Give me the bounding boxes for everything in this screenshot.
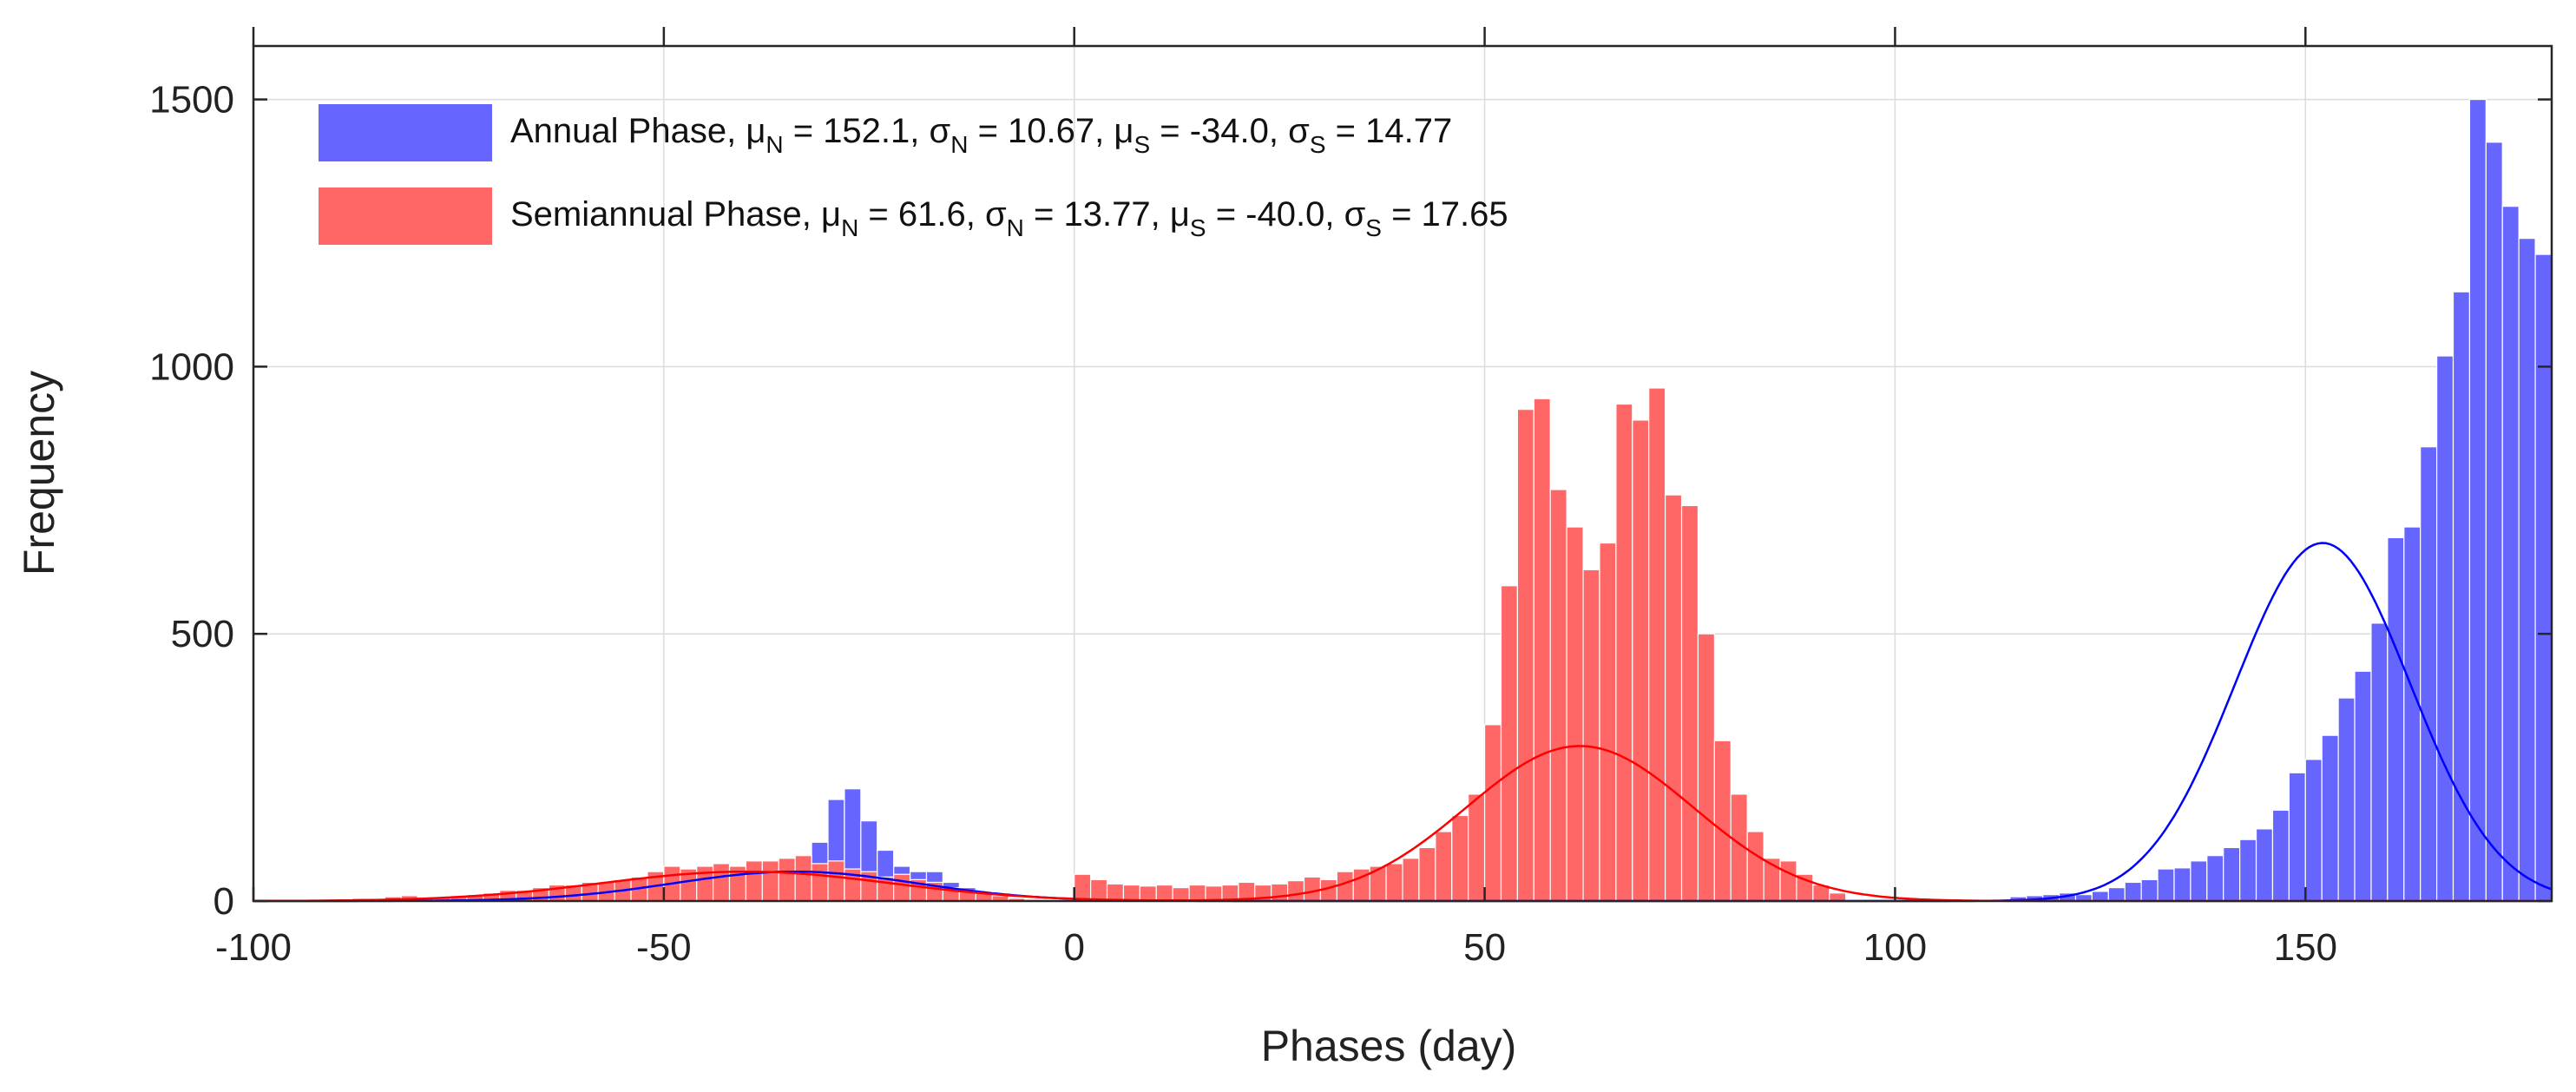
- bar-semiannual: [794, 855, 812, 902]
- bar-semiannual: [1122, 884, 1140, 902]
- bar-semiannual: [1155, 884, 1173, 902]
- x-tick-label: 0: [1063, 926, 1084, 969]
- legend-swatch-annual: [319, 104, 492, 161]
- y-tick-label: 1000: [149, 345, 234, 388]
- bar-annual: [2304, 759, 2323, 902]
- y-tick-label: 1500: [149, 79, 234, 122]
- bar-semiannual: [1829, 892, 1847, 902]
- bar-annual: [2140, 878, 2159, 902]
- bar-semiannual: [1549, 489, 1567, 902]
- bar-annual: [2288, 772, 2306, 902]
- x-tick-label: 50: [1463, 926, 1506, 969]
- bar-annual: [2239, 839, 2257, 902]
- x-tick-label: 100: [1863, 926, 1927, 969]
- x-tick-label: 150: [2274, 926, 2337, 969]
- legend-entry-semiannual: Semiannual Phase, μN = 61.6, σN = 13.77,…: [510, 195, 1508, 241]
- legend-swatch-semiannual: [319, 187, 492, 245]
- bar-semiannual: [1205, 885, 1223, 902]
- bar-semiannual: [1648, 387, 1666, 902]
- bar-annual: [2354, 670, 2372, 902]
- bar-annual: [2206, 855, 2224, 902]
- bar-semiannual: [1599, 542, 1617, 902]
- bar-semiannual: [1188, 884, 1206, 902]
- histogram-bars: [319, 98, 2553, 902]
- y-tick-label: 0: [214, 880, 234, 923]
- bar-semiannual: [1500, 585, 1519, 902]
- bar-annual: [2403, 526, 2422, 902]
- bar-semiannual: [1665, 494, 1683, 902]
- bar-annual: [2271, 809, 2290, 902]
- bar-semiannual: [1090, 878, 1108, 902]
- bar-semiannual: [1680, 504, 1699, 902]
- bar-annual: [2190, 860, 2208, 902]
- bar-semiannual: [893, 873, 911, 902]
- bar-annual: [2420, 446, 2438, 902]
- bar-semiannual: [1779, 860, 1797, 902]
- bar-annual: [2157, 868, 2175, 902]
- bar-annual: [2223, 846, 2241, 902]
- bar-annual: [2091, 891, 2109, 902]
- bar-annual: [2387, 536, 2405, 902]
- bar-semiannual: [1303, 876, 1322, 902]
- x-tick-label: -100: [215, 926, 292, 969]
- bar-annual: [2485, 141, 2503, 902]
- bar-semiannual: [1516, 409, 1534, 902]
- bar-annual: [2534, 253, 2553, 902]
- bar-semiannual: [1746, 831, 1764, 902]
- bar-annual: [2337, 697, 2356, 902]
- bar-annual: [2124, 881, 2142, 902]
- bar-semiannual: [712, 863, 731, 902]
- y-tick-label: 500: [171, 613, 234, 655]
- bar-semiannual: [1385, 863, 1403, 902]
- bar-semiannual: [1139, 885, 1157, 902]
- bar-semiannual: [1402, 858, 1420, 902]
- bar-semiannual: [1418, 846, 1436, 902]
- bar-semiannual: [1286, 880, 1305, 902]
- bar-semiannual: [1697, 633, 1715, 902]
- bar-annual: [2501, 206, 2520, 902]
- bar-annual: [2370, 622, 2389, 902]
- legend-entry-annual: Annual Phase, μN = 152.1, σN = 10.67, μS…: [510, 112, 1452, 158]
- bar-semiannual: [1172, 887, 1190, 902]
- bar-annual: [2468, 98, 2487, 902]
- bar-semiannual: [1336, 871, 1354, 902]
- bar-semiannual: [761, 860, 779, 902]
- bar-semiannual: [1483, 724, 1502, 902]
- bar-semiannual: [1468, 793, 1486, 902]
- bar-annual: [2321, 734, 2339, 902]
- bar-semiannual: [1451, 814, 1469, 902]
- axis-ticks: [252, 27, 2552, 903]
- x-tick-label: -50: [636, 926, 692, 969]
- y-tick-labels: 0 500 1000 1500: [149, 79, 234, 923]
- bar-semiannual: [1435, 831, 1453, 902]
- bar-semiannual: [1632, 419, 1650, 902]
- bar-annual: [2255, 828, 2274, 902]
- bar-annual: [2107, 887, 2126, 902]
- bar-semiannual: [1615, 403, 1633, 902]
- plot-frame: [252, 44, 2553, 903]
- bar-semiannual: [1106, 883, 1125, 902]
- bar-semiannual: [1566, 526, 1584, 902]
- plot-area: [253, 46, 2552, 901]
- x-axis-label: Phases (day): [1261, 1022, 1517, 1070]
- bar-annual: [2173, 867, 2192, 902]
- x-tick-labels: -100 -50 0 50 100 150: [215, 926, 2337, 969]
- y-axis-label: Frequency: [15, 371, 63, 576]
- bar-semiannual: [1533, 398, 1551, 902]
- bar-annual: [2436, 355, 2454, 902]
- bar-semiannual: [1582, 569, 1600, 902]
- bar-semiannual: [1074, 873, 1092, 902]
- bar-semiannual: [745, 860, 763, 902]
- bar-semiannual: [778, 858, 796, 902]
- legend: Annual Phase, μN = 152.1, σN = 10.67, μS…: [319, 104, 1508, 245]
- bar-semiannual: [827, 860, 845, 902]
- bar-annual: [2518, 238, 2536, 902]
- bar-semiannual: [1271, 883, 1289, 902]
- bar-semiannual: [1713, 740, 1732, 902]
- bar-semiannual: [811, 863, 829, 902]
